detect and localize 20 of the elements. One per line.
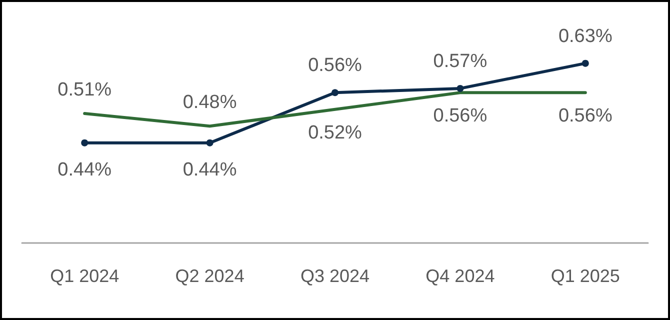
data-label: 0.57% <box>433 50 488 72</box>
x-tick-label: Q4 2024 <box>426 266 495 286</box>
x-tick-label: Q2 2024 <box>175 266 244 286</box>
data-label: 0.51% <box>58 80 112 101</box>
point <box>456 84 464 92</box>
point <box>332 89 338 96</box>
data-label: 0.44% <box>182 159 237 180</box>
point <box>582 60 589 67</box>
data-label: 0.52% <box>308 122 362 144</box>
data-label: 0.63% <box>558 26 612 47</box>
data-label: 0.56% <box>558 106 612 127</box>
x-tick-label: Q1 2025 <box>550 266 620 286</box>
data-label: 0.44% <box>58 159 112 180</box>
x-tick-label: Q1 2024 <box>50 266 120 286</box>
data-label: 0.56% <box>433 106 488 127</box>
data-label: 0.48% <box>182 92 237 114</box>
point <box>206 139 214 146</box>
data-label: 0.56% <box>308 55 362 76</box>
x-tick-label: Q3 2024 <box>300 266 370 286</box>
point <box>81 139 88 146</box>
